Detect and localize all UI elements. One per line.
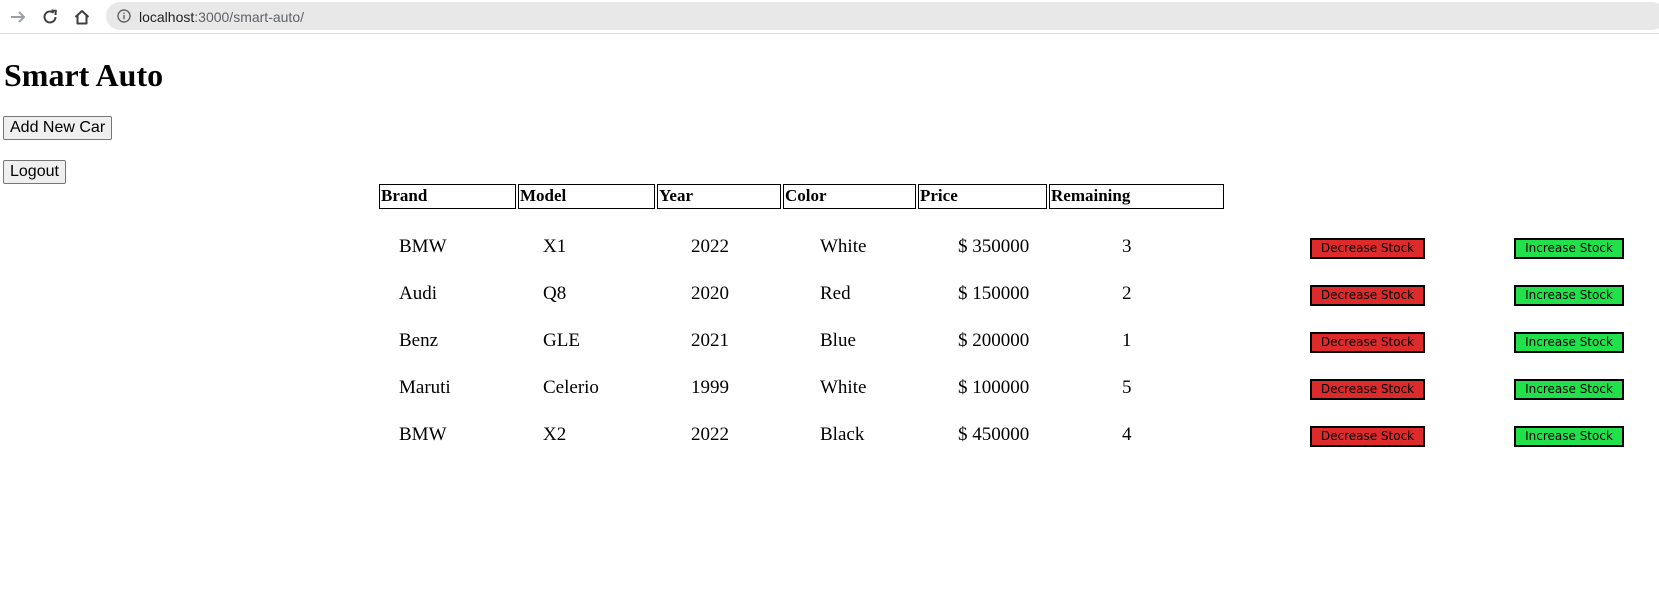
cell-remaining: 1 (1122, 330, 1132, 351)
table-row: BMW X2 2022 Black $ 450000 4 Decrease St… (0, 424, 1659, 464)
cell-color: White (820, 236, 867, 257)
cell-price: $ 200000 (958, 330, 1030, 351)
increase-stock-button[interactable]: Increase Stock (1514, 332, 1624, 353)
cell-model: X2 (543, 424, 567, 445)
url-path: :3000/smart-auto/ (194, 9, 304, 25)
url-host: localhost (139, 9, 195, 25)
cell-price: $ 450000 (958, 424, 1030, 445)
cell-color: Black (820, 424, 865, 445)
home-icon[interactable] (72, 7, 92, 27)
cell-year: 2021 (691, 330, 729, 351)
decrease-stock-button[interactable]: Decrease Stock (1310, 379, 1425, 400)
header-color: Color (783, 184, 916, 209)
cell-year: 2022 (691, 424, 729, 445)
address-bar[interactable]: localhost:3000/smart-auto/ (106, 2, 1659, 30)
cell-brand: BMW (399, 236, 447, 257)
decrease-stock-button[interactable]: Decrease Stock (1310, 332, 1425, 353)
increase-stock-button[interactable]: Increase Stock (1514, 285, 1624, 306)
decrease-stock-button[interactable]: Decrease Stock (1310, 285, 1425, 306)
add-new-car-button[interactable]: Add New Car (3, 116, 113, 140)
reload-icon[interactable] (40, 7, 60, 27)
increase-stock-button[interactable]: Increase Stock (1514, 379, 1624, 400)
cell-color: Red (820, 283, 851, 304)
table-row: Benz GLE 2021 Blue $ 200000 1 Decrease S… (0, 330, 1659, 370)
browser-toolbar: localhost:3000/smart-auto/ (0, 0, 1659, 34)
header-brand: Brand (379, 184, 516, 209)
cell-price: $ 100000 (958, 377, 1030, 398)
back-arrow-icon[interactable] (8, 7, 28, 27)
header-model: Model (518, 184, 655, 209)
cell-color: White (820, 377, 867, 398)
header-year: Year (657, 184, 781, 209)
cell-remaining: 2 (1122, 283, 1132, 304)
cell-model: Celerio (543, 377, 599, 398)
cell-price: $ 350000 (958, 236, 1030, 257)
cell-brand: Audi (399, 283, 437, 304)
header-price: Price (918, 184, 1047, 209)
header-remaining: Remaining (1049, 184, 1224, 209)
decrease-stock-button[interactable]: Decrease Stock (1310, 426, 1425, 447)
cell-model: Q8 (543, 283, 567, 304)
cell-model: GLE (543, 330, 580, 351)
info-icon[interactable] (117, 9, 131, 23)
cell-year: 2020 (691, 283, 729, 304)
table-row: BMW X1 2022 White $ 350000 3 Decrease St… (0, 236, 1659, 276)
cell-color: Blue (820, 330, 856, 351)
page-title: Smart Auto (4, 57, 164, 93)
table-row: Maruti Celerio 1999 White $ 100000 5 Dec… (0, 377, 1659, 417)
cell-brand: Benz (399, 330, 439, 351)
cell-remaining: 5 (1122, 377, 1132, 398)
logout-button[interactable]: Logout (3, 160, 66, 184)
cell-price: $ 150000 (958, 283, 1030, 304)
cell-year: 2022 (691, 236, 729, 257)
cell-model: X1 (543, 236, 567, 257)
cell-remaining: 4 (1122, 424, 1132, 445)
increase-stock-button[interactable]: Increase Stock (1514, 426, 1624, 447)
cell-brand: Maruti (399, 377, 451, 398)
cell-remaining: 3 (1122, 236, 1132, 257)
cell-brand: BMW (399, 424, 447, 445)
cell-year: 1999 (691, 377, 729, 398)
increase-stock-button[interactable]: Increase Stock (1514, 238, 1624, 259)
url-text: localhost:3000/smart-auto/ (139, 9, 304, 25)
table-row: Audi Q8 2020 Red $ 150000 2 Decrease Sto… (0, 283, 1659, 323)
decrease-stock-button[interactable]: Decrease Stock (1310, 238, 1425, 259)
